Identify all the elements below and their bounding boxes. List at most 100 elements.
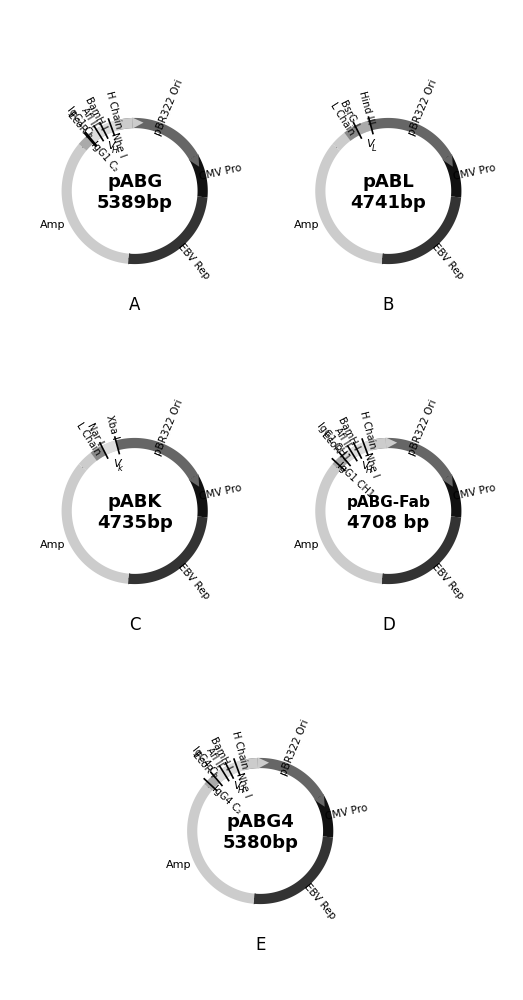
Text: 4735bp: 4735bp: [97, 514, 173, 532]
Polygon shape: [386, 437, 397, 449]
Polygon shape: [116, 438, 198, 480]
Text: B: B: [383, 296, 394, 314]
Polygon shape: [227, 758, 258, 775]
Text: H Chain: H Chain: [358, 410, 377, 450]
Text: pABK: pABK: [108, 493, 162, 511]
Text: EBV Rep: EBV Rep: [176, 242, 212, 281]
Text: H: H: [238, 786, 244, 795]
Text: V: V: [233, 781, 241, 791]
Polygon shape: [342, 440, 372, 463]
Text: Nar I: Nar I: [86, 421, 105, 446]
Text: Amp: Amp: [165, 860, 191, 870]
Text: EcoR I: EcoR I: [191, 750, 218, 779]
Polygon shape: [443, 474, 461, 517]
Polygon shape: [213, 760, 244, 783]
Polygon shape: [128, 516, 208, 584]
Text: L Chain: L Chain: [75, 421, 103, 457]
Polygon shape: [187, 784, 255, 904]
Text: V: V: [107, 141, 115, 151]
Text: IgG4 C₂: IgG4 C₂: [190, 745, 221, 779]
Text: IgG1 CH1: IgG1 CH1: [335, 460, 375, 499]
Text: pBR322 Ori: pBR322 Ori: [279, 718, 311, 777]
Text: IgG1 CH1: IgG1 CH1: [315, 421, 352, 463]
Polygon shape: [382, 196, 461, 264]
Text: CMV Pro: CMV Pro: [452, 162, 496, 182]
Text: pBR322 Ori: pBR322 Ori: [153, 398, 185, 457]
Text: IgG1 C₂: IgG1 C₂: [89, 139, 120, 173]
Text: V: V: [113, 459, 120, 469]
Text: pABL: pABL: [362, 173, 414, 191]
Text: 5380bp: 5380bp: [222, 834, 298, 852]
Text: H Chain: H Chain: [104, 90, 123, 130]
Text: H: H: [366, 466, 372, 475]
Polygon shape: [382, 253, 394, 264]
Text: Xba I: Xba I: [104, 414, 120, 441]
Text: EcoR I: EcoR I: [319, 430, 346, 459]
Polygon shape: [189, 154, 208, 197]
Polygon shape: [344, 126, 360, 141]
Text: CMV Pro: CMV Pro: [198, 162, 243, 182]
Polygon shape: [314, 794, 325, 807]
Polygon shape: [355, 120, 372, 135]
Text: 4708 bp: 4708 bp: [347, 514, 429, 532]
Polygon shape: [332, 120, 372, 151]
Text: Nhe I: Nhe I: [109, 131, 127, 158]
Text: EcoR I: EcoR I: [65, 110, 93, 139]
Text: Amp: Amp: [40, 220, 65, 230]
Polygon shape: [258, 757, 269, 769]
Text: CMV Pro: CMV Pro: [324, 802, 368, 822]
Polygon shape: [62, 464, 129, 584]
Polygon shape: [369, 438, 452, 480]
Text: Afl II: Afl II: [333, 426, 353, 449]
Text: BamH I: BamH I: [208, 736, 233, 772]
Text: E: E: [255, 936, 265, 954]
Text: L Chain: L Chain: [328, 101, 357, 137]
Text: C: C: [129, 616, 140, 634]
Text: H: H: [112, 146, 119, 155]
Text: 4741bp: 4741bp: [350, 194, 426, 212]
Polygon shape: [78, 440, 118, 471]
Polygon shape: [382, 516, 461, 584]
Text: EBV Rep: EBV Rep: [176, 562, 212, 601]
Text: Nhe I: Nhe I: [362, 451, 381, 478]
Polygon shape: [241, 758, 324, 800]
Polygon shape: [254, 893, 266, 904]
Text: IgG4 C₂: IgG4 C₂: [210, 784, 243, 816]
Text: L: L: [372, 144, 377, 153]
Polygon shape: [101, 118, 132, 135]
Polygon shape: [382, 573, 394, 584]
Text: V: V: [367, 139, 374, 149]
Polygon shape: [90, 446, 106, 461]
Text: CMV Pro: CMV Pro: [198, 482, 243, 502]
Text: pBR322 Ori: pBR322 Ori: [407, 78, 439, 137]
Text: Amp: Amp: [40, 540, 65, 550]
Text: BamH I: BamH I: [83, 96, 108, 132]
Text: A: A: [129, 296, 140, 314]
Text: BamH I: BamH I: [336, 416, 361, 452]
Text: pABG-Fab: pABG-Fab: [346, 495, 430, 510]
Polygon shape: [442, 154, 453, 167]
Polygon shape: [101, 440, 118, 455]
Polygon shape: [189, 474, 199, 487]
Text: k: k: [118, 464, 123, 473]
Text: Hind III: Hind III: [357, 89, 375, 125]
Polygon shape: [204, 766, 232, 791]
Text: BsrG I: BsrG I: [338, 98, 360, 129]
Polygon shape: [128, 253, 140, 264]
Polygon shape: [355, 438, 386, 455]
Polygon shape: [443, 154, 461, 197]
Text: D: D: [382, 616, 395, 634]
Polygon shape: [132, 117, 143, 129]
Text: IgG1 C₂: IgG1 C₂: [65, 105, 95, 139]
Text: V: V: [361, 461, 369, 471]
Text: Nhe I: Nhe I: [234, 771, 253, 798]
Polygon shape: [88, 120, 118, 143]
Text: EBV Rep: EBV Rep: [302, 882, 337, 921]
Polygon shape: [189, 154, 199, 167]
Text: EBV Rep: EBV Rep: [430, 562, 465, 601]
Text: H Chain: H Chain: [230, 730, 249, 770]
Polygon shape: [128, 573, 140, 584]
Polygon shape: [78, 126, 106, 151]
Polygon shape: [315, 794, 333, 837]
Text: Amp: Amp: [293, 540, 319, 550]
